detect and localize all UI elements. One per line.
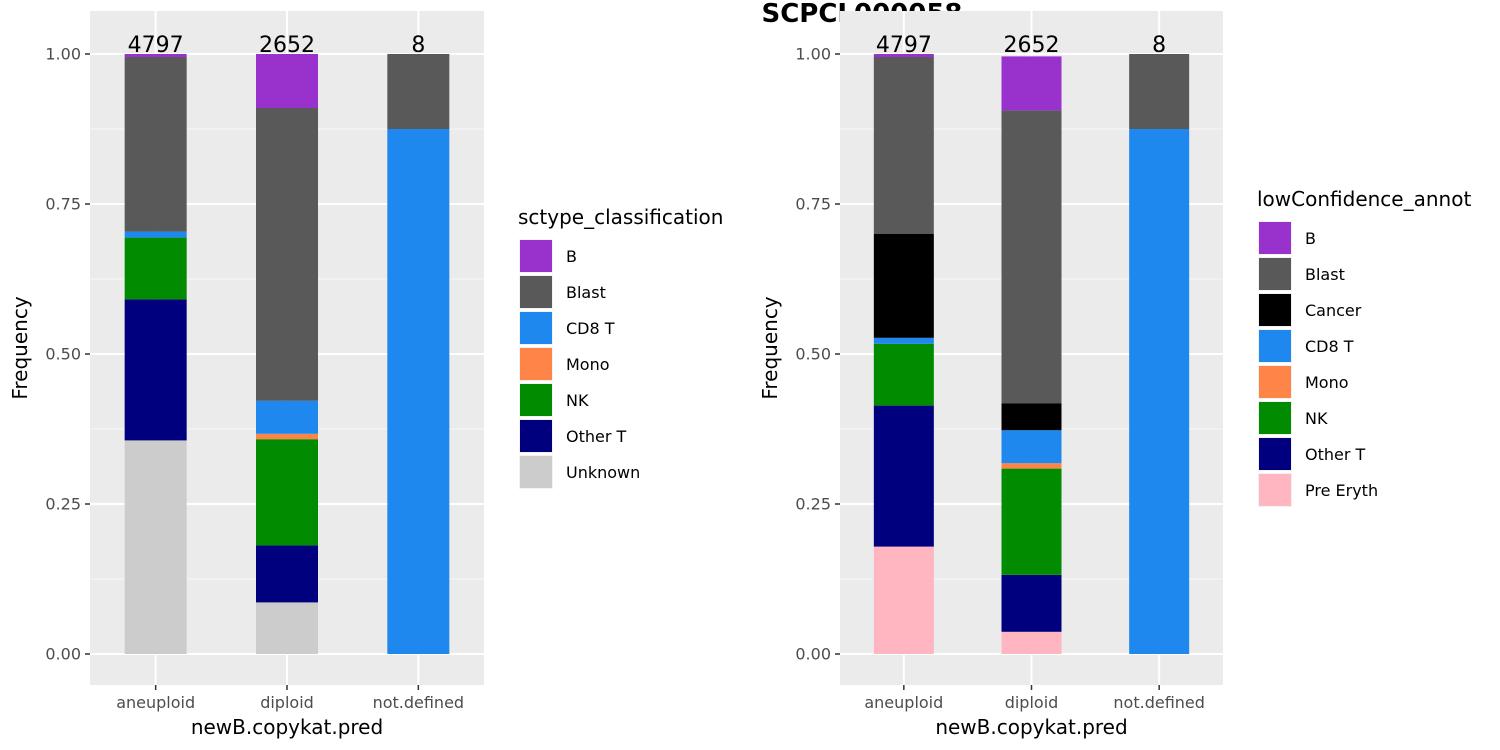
count-label: 8: [1152, 33, 1166, 58]
bar-segment-b-aneuploid: [124, 54, 187, 57]
legend-label: Unknown: [566, 463, 640, 482]
bar-segment-unknown-aneuploid: [124, 440, 187, 654]
x-tick-label: aneuploid: [864, 693, 943, 712]
bar-segment-cancer-diploid: [1001, 403, 1062, 431]
bar-segment-pre-eryth-diploid: [1001, 631, 1062, 654]
legend-label: Other T: [1305, 445, 1366, 464]
legend-title: lowConfidence_annot: [1257, 187, 1471, 211]
count-label: 2652: [259, 33, 315, 58]
legend-swatch-cancer: [1259, 294, 1291, 326]
bar-segment-blast-aneuploid: [873, 57, 934, 234]
bar-segment-mono-diploid: [256, 433, 318, 440]
legend-swatch-other-t: [520, 420, 552, 452]
bar-segment-other-t-aneuploid: [124, 299, 187, 441]
x-tick-label: aneuploid: [116, 693, 195, 712]
legend-label: Cancer: [1305, 301, 1362, 320]
legend-label: Mono: [1305, 373, 1349, 392]
legend-swatch-b: [520, 240, 552, 272]
legend-swatch-pre-eryth: [1259, 474, 1291, 506]
legend-swatch-other-t: [1259, 438, 1291, 470]
legend-swatch-nk: [520, 384, 552, 416]
y-axis-title: Frequency: [8, 296, 32, 399]
y-tick-label: 0.50: [795, 345, 831, 364]
legend: lowConfidence_annot B Blast Cancer CD8 T Mono…: [1257, 187, 1471, 507]
bar-segment-pre-eryth-aneuploid: [873, 546, 934, 654]
legend-swatch-mono: [1259, 366, 1291, 398]
legend-label: NK: [566, 391, 589, 410]
right-panel: 0.00 0.25 0.50 0.75 1.00 4797 aneuploid 2652 dip…: [758, 11, 1471, 739]
bar-segment-cancer-aneuploid: [873, 234, 934, 338]
bar-segment-b-aneuploid: [873, 54, 934, 57]
y-tick-label: 0.00: [795, 645, 831, 664]
legend-label: Blast: [566, 283, 606, 302]
legend-label: B: [566, 247, 577, 266]
bar-segment-nk-diploid: [256, 439, 318, 546]
legend-label: B: [1305, 229, 1316, 248]
bar-segment-blast-diploid: [256, 108, 318, 401]
y-tick-label: 0.25: [795, 495, 831, 514]
bar-segment-cd8-t-diploid: [1001, 430, 1062, 464]
bar-segment-mono-diploid: [1001, 463, 1062, 469]
legend-swatch-unknown: [520, 456, 552, 488]
legend: sctype_classification B Blast CD8 T Mono NK Ot…: [518, 205, 723, 489]
legend-title: sctype_classification: [518, 205, 723, 229]
x-tick-label: not.defined: [373, 693, 465, 712]
bar-segment-cd8-t-not-defined: [387, 129, 450, 654]
x-axis-title: newB.copykat.pred: [935, 715, 1127, 739]
y-tick-label: 0.25: [45, 495, 81, 514]
bar-segment-other-t-diploid: [256, 545, 318, 603]
bar-segment-nk-diploid: [1001, 468, 1062, 575]
bar-segment-b-diploid: [1001, 56, 1062, 111]
legend-label: Mono: [566, 355, 610, 374]
bar-segment-cd8-t-not-defined: [1129, 129, 1190, 654]
legend-label: Other T: [566, 427, 627, 446]
y-tick-label: 1.00: [45, 45, 81, 64]
x-axis-title: newB.copykat.pred: [191, 715, 383, 739]
legend-label: Pre Eryth: [1305, 481, 1378, 500]
legend-label: CD8 T: [1305, 337, 1354, 356]
y-tick-label: 0.00: [45, 645, 81, 664]
y-axis-title: Frequency: [758, 296, 782, 399]
bar-segment-cd8-t-aneuploid: [124, 231, 187, 238]
x-tick-label: diploid: [260, 693, 314, 712]
bar-segment-unknown-diploid: [256, 602, 318, 654]
bar-segment-other-t-aneuploid: [873, 405, 934, 547]
y-tick-label: 1.00: [795, 45, 831, 64]
legend-label: Blast: [1305, 265, 1345, 284]
legend-swatch-b: [1259, 222, 1291, 254]
bar-segment-other-t-diploid: [1001, 574, 1062, 632]
y-tick-label: 0.75: [795, 195, 831, 214]
bar-segment-blast-diploid: [1001, 110, 1062, 404]
legend-swatch-nk: [1259, 402, 1291, 434]
legend-swatch-blast: [1259, 258, 1291, 290]
legend-swatch-blast: [520, 276, 552, 308]
bar-segment-blast-not-defined: [387, 54, 450, 129]
bar-segment-nk-aneuploid: [124, 237, 187, 300]
y-tick-label: 0.50: [45, 345, 81, 364]
x-tick-label: diploid: [1005, 693, 1059, 712]
legend-label: CD8 T: [566, 319, 615, 338]
count-label: 4797: [876, 33, 932, 58]
count-label: 8: [411, 33, 425, 58]
x-tick-label: not.defined: [1113, 693, 1205, 712]
bar-segment-cd8-t-diploid: [256, 400, 318, 434]
count-label: 4797: [128, 33, 184, 58]
legend-swatch-cd8-t: [520, 312, 552, 344]
left-panel: 0.00 0.25 0.50 0.75 1.00 4797 aneuploid 2652 dip…: [8, 11, 723, 739]
bar-segment-cd8-t-aneuploid: [873, 337, 934, 344]
legend-swatch-mono: [520, 348, 552, 380]
legend-label: NK: [1305, 409, 1328, 428]
bar-segment-nk-aneuploid: [873, 343, 934, 406]
bar-segment-b-diploid: [256, 54, 318, 108]
legend-swatch-cd8-t: [1259, 330, 1291, 362]
count-label: 2652: [1004, 33, 1060, 58]
y-tick-label: 0.75: [45, 195, 81, 214]
bar-segment-blast-aneuploid: [124, 57, 187, 232]
bar-segment-blast-not-defined: [1129, 54, 1190, 129]
